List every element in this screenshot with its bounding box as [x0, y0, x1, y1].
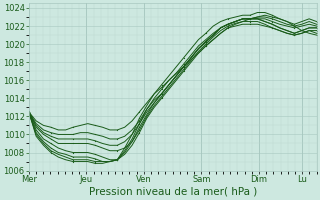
X-axis label: Pression niveau de la mer( hPa ): Pression niveau de la mer( hPa )	[89, 187, 257, 197]
